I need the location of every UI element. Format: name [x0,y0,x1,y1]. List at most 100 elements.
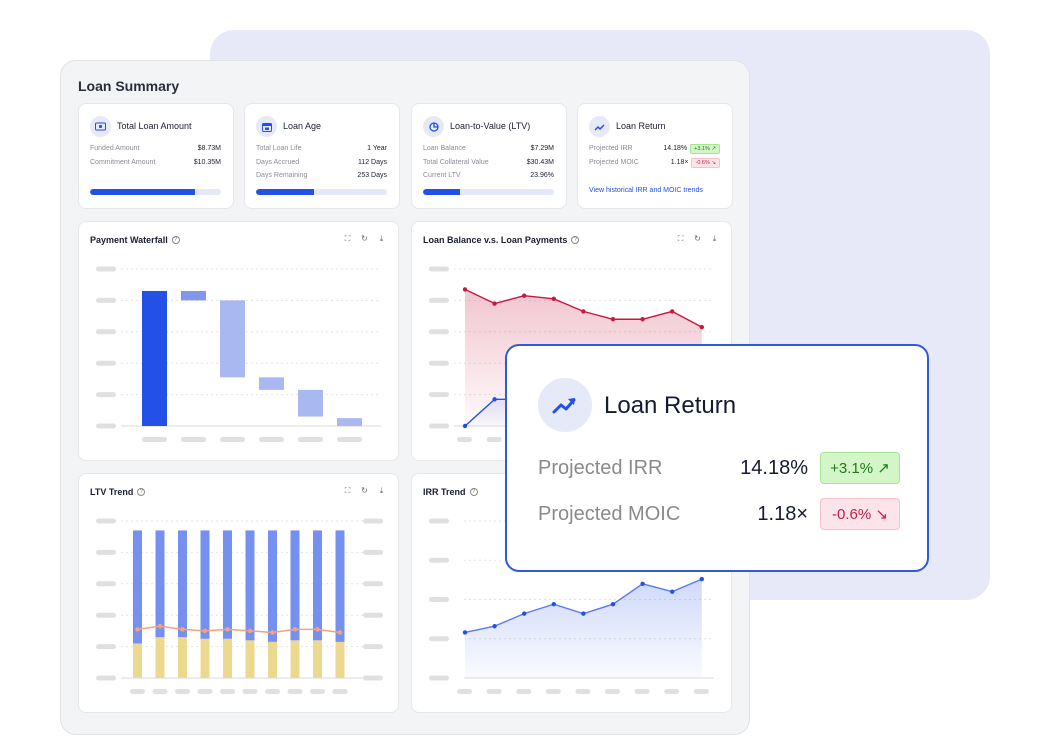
x-tick-label-placeholder [310,689,325,694]
row-value: $8.73M [198,145,221,152]
x-tick-label-placeholder [457,689,472,694]
label: Projected MOIC [538,502,681,525]
progress-bar [90,189,221,195]
series-point [581,611,586,616]
download-icon[interactable]: ⤓ [379,234,384,243]
y2-tick-label-placeholder [363,549,383,555]
row-value: $30.43M [527,159,554,166]
x-tick-label-placeholder [197,689,213,694]
ltv-bar-balance [245,530,255,641]
row-value: 23.96% [530,172,554,179]
chart-title: Payment Waterfall [90,235,168,245]
ltv-point [157,623,163,629]
row-value: 14.18% +3.1% ↗ [663,144,720,154]
x-tick-label-placeholder [605,689,620,694]
value: 1.18× [757,502,808,525]
waterfall-bar [337,418,362,426]
series-point [581,309,586,314]
series-point [670,589,675,594]
row-label: Loan Balance [423,145,466,152]
change-badge: -0.6% ↘ [820,498,900,530]
money-icon [90,116,111,137]
popup-title: Loan Return [604,392,737,419]
ltv-point [135,627,140,632]
x-tick-label-placeholder [220,437,245,442]
refresh-icon[interactable]: ↻ [361,486,368,495]
chart-title: IRR Trend [423,487,466,497]
row-value: 112 Days [358,159,387,166]
ltv-bar-collateral [223,638,232,678]
series-point [551,602,556,607]
download-icon[interactable]: ⤓ [379,486,384,495]
help-icon[interactable]: ? [171,236,180,244]
expand-icon[interactable]: ⛶ [677,234,684,243]
ltv-bar-collateral [155,637,165,678]
chart-card-ltv-trend: LTV Trend? ⛶ ↻ ⤓ [78,473,399,713]
series-point [610,317,616,322]
series-point [699,324,704,330]
ltv-point [292,627,298,632]
x-tick-label-placeholder [220,689,235,694]
kpi-row: Loan Balance $7.29M [423,145,554,152]
x-tick-label-placeholder [486,689,502,694]
help-icon[interactable]: ? [137,488,146,496]
expand-icon[interactable]: ⛶ [344,486,351,495]
x-tick-label-placeholder [337,437,362,442]
change-badge: -0.6% ↘ [691,157,720,168]
ltv-bar-collateral [268,641,277,678]
ltv-point [247,628,253,634]
row-label: Funded Amount [90,145,140,152]
waterfall-bar [259,377,284,390]
value: 112 Days [357,158,387,166]
page-title: Loan Summary [78,78,180,94]
row-value: 1.18× -0.6% ↘ [671,157,720,168]
y-tick-label-placeholder [429,266,449,272]
kpi-row: Funded Amount $8.73M [90,145,221,152]
y-tick-label-placeholder [429,423,449,429]
y-tick-label-placeholder [96,612,116,618]
refresh-icon[interactable]: ↻ [694,234,701,243]
y-tick-label-placeholder [96,329,116,335]
ltv-bar-balance [223,530,232,639]
chart-title: Loan Balance v.s. Loan Payments [423,235,568,245]
card-title: Loan-to-Value (LTV) [450,121,531,131]
x-tick-label-placeholder [575,689,591,694]
kpi-card-loan-to-value-ltv: Loan-to-Value (LTV) Loan Balance $7.29M Tot… [411,103,567,209]
row-label: Days Remaining [256,172,308,179]
progress-bar [256,189,387,195]
y-tick-label-placeholder [429,597,449,602]
series-point [551,296,556,302]
expand-icon[interactable]: ⛶ [344,234,351,243]
ltv-bar-collateral [313,640,322,678]
y-tick-label-placeholder [96,392,116,398]
progress-bar [423,189,554,195]
help-icon[interactable]: ? [571,236,580,244]
series-point [462,287,468,292]
card-title: Total Loan Amount [117,121,192,131]
help-icon[interactable]: ? [469,488,478,496]
chart-title: LTV Trend [90,487,134,497]
y-tick-label-placeholder [96,266,116,272]
x-tick-label-placeholder [693,689,709,694]
ltv-point [225,627,230,632]
y2-tick-label-placeholder [363,644,383,650]
view-trends-link[interactable]: View historical IRR and MOIC trends [589,187,703,194]
ltv-point [270,630,275,635]
series-point [610,602,616,607]
y-tick-label-placeholder [96,581,116,587]
row-label: Projected MOIC [589,158,639,166]
y2-tick-label-placeholder [363,675,383,681]
refresh-icon[interactable]: ↻ [361,234,368,243]
kpi-card-loan-age: Loan Age Total Loan Life 1 Year Days Accrue… [244,103,400,209]
download-icon[interactable]: ⤓ [712,234,717,243]
kpi-row: Days Remaining 253 Days [256,172,387,179]
kpi-row: Projected MOIC 1.18× -0.6% ↘ [589,157,720,168]
label: Projected IRR [538,456,663,479]
value: $10.35M [193,158,221,166]
y-tick-label-placeholder [96,549,116,555]
value: 23.96% [530,172,554,179]
row-value: 253 Days [357,172,387,179]
y-tick-label-placeholder [96,297,116,303]
trending-up-icon [538,378,592,432]
series-point [522,293,527,298]
